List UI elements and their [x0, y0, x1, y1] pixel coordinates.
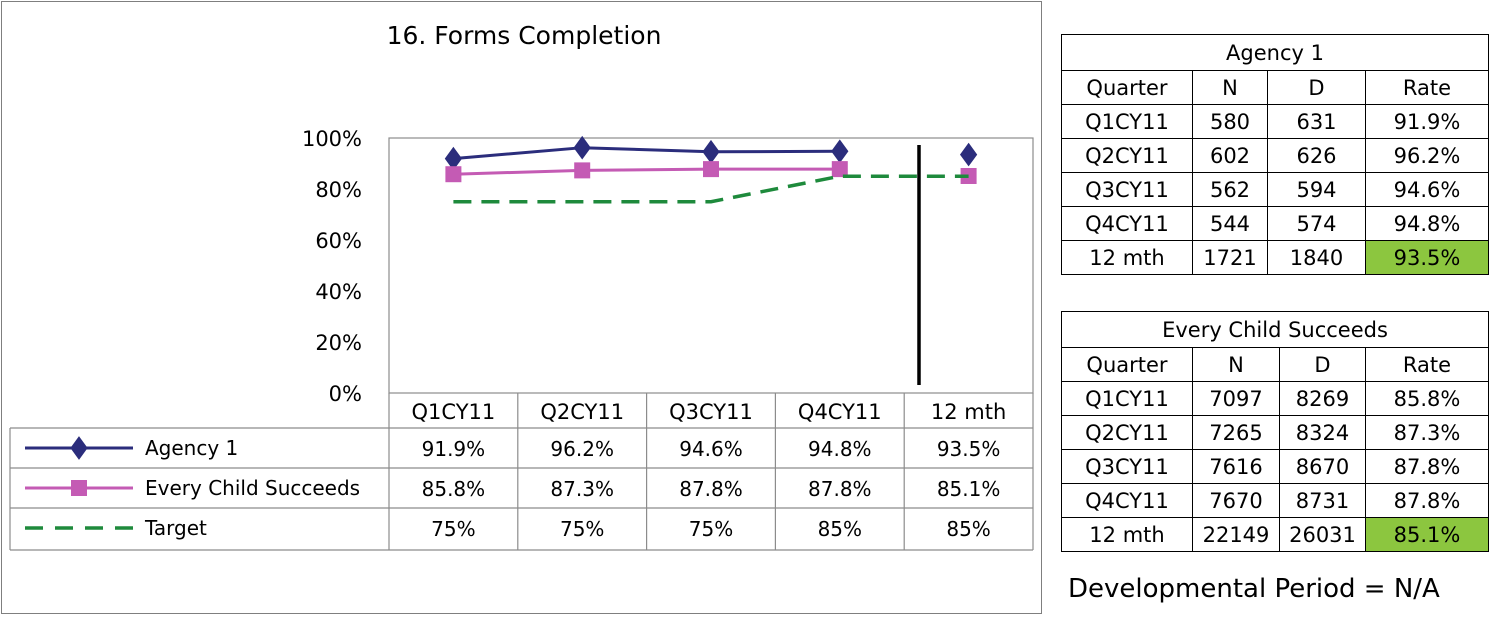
data-label: 85%: [946, 517, 990, 541]
cell-quarter: Q1CY11: [1061, 104, 1193, 139]
data-label: 96.2%: [550, 437, 614, 461]
cell-n: 7265: [1192, 415, 1280, 450]
data-label: 85.1%: [937, 477, 1001, 501]
cell-quarter: Q3CY11: [1061, 172, 1193, 207]
table-title: Agency 1: [1061, 34, 1489, 71]
data-label: 87.8%: [679, 477, 743, 501]
cell-quarter: 12 mth: [1061, 517, 1193, 552]
legend-marker-square: [71, 480, 87, 496]
cell-quarter: 12 mth: [1061, 240, 1193, 275]
cell-d: 8269: [1279, 381, 1366, 416]
data-label: 93.5%: [937, 437, 1001, 461]
x-category-label: Q2CY11: [540, 400, 624, 424]
cell-rate: 87.3%: [1365, 415, 1489, 450]
cell-rate: 96.2%: [1365, 138, 1489, 173]
cell-d: 1840: [1267, 240, 1366, 275]
chart-frame: [1, 1, 1042, 614]
y-tick-label: 80%: [315, 178, 362, 202]
cell-quarter: Q4CY11: [1061, 206, 1193, 241]
cell-d: 574: [1267, 206, 1366, 241]
legend-marker-diamond: [70, 436, 88, 460]
cell-d: 8731: [1279, 483, 1366, 518]
data-point-diamond: [959, 142, 978, 167]
cell-rate: 87.8%: [1365, 483, 1489, 518]
cell-quarter: Q2CY11: [1061, 415, 1193, 450]
cell-n: 7616: [1192, 449, 1280, 484]
header-d: D: [1279, 347, 1366, 382]
cell-n: 544: [1192, 206, 1268, 241]
plot-area: [388, 137, 1034, 394]
cell-d: 26031: [1279, 517, 1366, 552]
cell-rate: 87.8%: [1365, 449, 1489, 484]
table-title: Every Child Succeeds: [1061, 311, 1489, 348]
x-category-label: Q1CY11: [412, 400, 496, 424]
cell-n: 602: [1192, 138, 1268, 173]
legend-label: Target: [144, 516, 207, 540]
y-tick-label: 0%: [329, 382, 362, 406]
data-label: 91.9%: [422, 437, 486, 461]
cell-quarter: Q4CY11: [1061, 483, 1193, 518]
y-tick-label: 20%: [315, 331, 362, 355]
data-point-diamond: [573, 135, 591, 160]
cell-n: 1721: [1192, 240, 1268, 275]
cell-d: 8670: [1279, 449, 1366, 484]
series-line-agency-1: [453, 146, 840, 161]
cell-quarter: Q1CY11: [1061, 381, 1193, 416]
chart-title: 16. Forms Completion: [387, 21, 662, 50]
legend-label: Agency 1: [145, 436, 238, 460]
forms-completion-chart: 16. Forms Completion 0% 20% 40% 60% 80% 100% Q1…: [9, 21, 1034, 551]
cell-d: 8324: [1279, 415, 1366, 450]
cell-n: 7670: [1192, 483, 1280, 518]
data-label: 75%: [431, 517, 475, 541]
cell-d: 594: [1267, 172, 1366, 207]
series-line-target: [453, 174, 969, 204]
header-quarter: Quarter: [1061, 347, 1193, 382]
header-quarter: Quarter: [1061, 70, 1193, 105]
cell-rate: 94.6%: [1365, 172, 1489, 207]
cell-rate: 94.8%: [1365, 206, 1489, 241]
cell-quarter: Q2CY11: [1061, 138, 1193, 173]
data-label: 75%: [560, 517, 604, 541]
header-d: D: [1267, 70, 1366, 105]
cell-n: 562: [1192, 172, 1268, 207]
cell-rate: 91.9%: [1365, 104, 1489, 139]
x-category-label: Q4CY11: [798, 400, 882, 424]
y-tick-label: 100%: [302, 127, 362, 151]
cell-rate: 85.8%: [1365, 381, 1489, 416]
data-label: 85%: [818, 517, 862, 541]
data-point-square: [703, 161, 719, 178]
data-label: 94.8%: [808, 437, 872, 461]
data-point-diamond: [831, 139, 849, 164]
cell-rate-highlight: 85.1%: [1365, 517, 1489, 552]
cell-d: 626: [1267, 138, 1366, 173]
data-label: 85.8%: [422, 477, 486, 501]
header-rate: Rate: [1365, 347, 1489, 382]
x-category-label: 12 mth: [931, 400, 1006, 424]
every-child-succeeds-table: Every Child Succeeds Quarter N D Rate Q1…: [1061, 311, 1489, 552]
y-tick-label: 40%: [315, 280, 362, 304]
agency-1-table: Agency 1 Quarter N D Rate Q1CY11 580 631 91…: [1061, 34, 1489, 275]
data-point-diamond: [702, 139, 720, 164]
header-rate: Rate: [1365, 70, 1489, 105]
cell-n: 580: [1192, 104, 1268, 139]
data-point-square: [831, 161, 848, 178]
cell-n: 7097: [1192, 381, 1280, 416]
data-point-square: [574, 162, 591, 179]
legend-label: Every Child Succeeds: [145, 476, 360, 500]
header-n: N: [1192, 70, 1268, 105]
data-label: 87.3%: [550, 477, 614, 501]
developmental-period-note: Developmental Period = N/A: [1068, 574, 1440, 604]
cell-n: 22149: [1192, 517, 1280, 552]
x-category-label: Q3CY11: [669, 400, 753, 424]
cell-quarter: Q3CY11: [1061, 449, 1193, 484]
y-tick-label: 60%: [315, 229, 362, 253]
data-label: 75%: [689, 517, 733, 541]
data-label: 94.6%: [679, 437, 743, 461]
data-point-square: [445, 166, 462, 183]
header-n: N: [1192, 347, 1280, 382]
cell-rate-highlight: 93.5%: [1365, 240, 1489, 275]
data-label: 87.8%: [808, 477, 872, 501]
cell-d: 631: [1267, 104, 1366, 139]
series-line-every-child-succeeds: [453, 167, 840, 176]
